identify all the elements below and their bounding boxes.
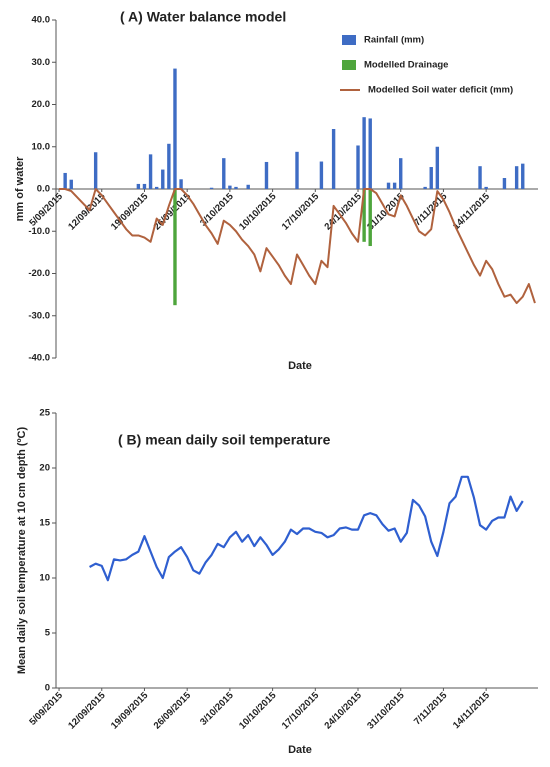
y-tick-label: 20.0 [32, 99, 51, 110]
bar [179, 179, 183, 189]
legend-label: Modelled Drainage [364, 60, 448, 71]
bar [514, 166, 519, 189]
legend-swatch [342, 35, 356, 45]
y-tick-label: 0 [45, 683, 50, 694]
x-tick-label: 24/10/2015 [323, 191, 365, 233]
y-axis-title: Mean daily soil temperature at 10 cm dep… [16, 427, 28, 675]
x-tick-label: 26/09/2015 [152, 690, 194, 732]
x-tick-label: 19/09/2015 [109, 690, 151, 732]
bar [423, 186, 427, 189]
y-axis-title: mm of water [14, 156, 26, 222]
bar [392, 182, 397, 189]
y-tick-label: -20.0 [28, 268, 50, 279]
legend-label: Rainfall (mm) [364, 35, 424, 46]
x-tick-label: 19/09/2015 [109, 191, 151, 233]
y-tick-label: -30.0 [28, 310, 50, 321]
bar [209, 187, 214, 189]
bar [173, 68, 177, 189]
bar [356, 145, 360, 189]
bar [521, 163, 525, 189]
x-tick-label: 7/11/2015 [412, 690, 450, 728]
x-tick-label: 3/10/2015 [198, 690, 236, 728]
line [89, 475, 524, 582]
x-tick-label: 17/10/2015 [280, 690, 322, 732]
x-tick-label: 5/09/2015 [27, 690, 65, 728]
y-tick-label: 20 [39, 463, 50, 474]
y-tick-label: 30.0 [32, 57, 51, 68]
bar [161, 169, 165, 189]
bar [234, 186, 238, 189]
bar [331, 129, 336, 189]
bar [435, 146, 440, 189]
x-tick-label: 12/09/2015 [66, 690, 108, 732]
bar [63, 172, 67, 189]
x-tick-label: 10/10/2015 [237, 690, 279, 732]
bar [484, 186, 488, 189]
bar [399, 158, 403, 189]
chart-title: ( B) mean daily soil temperature [118, 432, 331, 448]
bar [478, 166, 482, 189]
x-tick-label: 10/10/2015 [237, 191, 279, 233]
y-tick-label: 25 [39, 408, 50, 419]
bar [142, 183, 147, 189]
bar [136, 183, 141, 189]
bar [264, 161, 269, 189]
y-tick-label: 10.0 [32, 141, 51, 152]
bar [429, 167, 433, 189]
x-tick-label: 14/11/2015 [451, 191, 493, 233]
y-tick-label: 10 [39, 573, 50, 584]
bar [368, 118, 372, 189]
bar [173, 189, 177, 306]
bar [167, 143, 171, 189]
line [59, 188, 536, 305]
y-tick-label: -40.0 [28, 353, 50, 364]
x-tick-label: 5/09/2015 [27, 191, 65, 229]
bar [295, 151, 299, 189]
bar [93, 152, 98, 189]
bar [154, 186, 159, 189]
legend-swatch [342, 60, 356, 70]
y-tick-label: 0.0 [37, 184, 50, 195]
bar [368, 189, 372, 247]
chart-title: ( A) Water balance model [120, 9, 286, 25]
y-tick-label: -10.0 [28, 226, 50, 237]
legend-label: Modelled Soil water deficit (mm) [368, 85, 513, 96]
x-tick-label: 24/10/2015 [323, 690, 365, 732]
bar [148, 154, 153, 189]
bar [362, 189, 366, 242]
x-tick-label: 17/10/2015 [280, 191, 322, 233]
y-tick-label: 5 [45, 628, 51, 639]
x-tick-label: 7/11/2015 [412, 191, 450, 229]
x-tick-label: 14/11/2015 [451, 690, 493, 732]
bar [319, 161, 324, 189]
bar [502, 178, 507, 189]
y-tick-label: 15 [39, 518, 50, 529]
bar [362, 117, 366, 189]
bar [246, 184, 250, 189]
bar [69, 179, 73, 189]
bar [386, 182, 391, 189]
y-tick-label: 40.0 [32, 15, 51, 26]
x-tick-label: 31/10/2015 [365, 690, 407, 732]
x-axis-title: Date [288, 360, 312, 372]
x-axis-title: Date [288, 744, 312, 756]
bar [222, 158, 226, 189]
bar [228, 185, 232, 189]
